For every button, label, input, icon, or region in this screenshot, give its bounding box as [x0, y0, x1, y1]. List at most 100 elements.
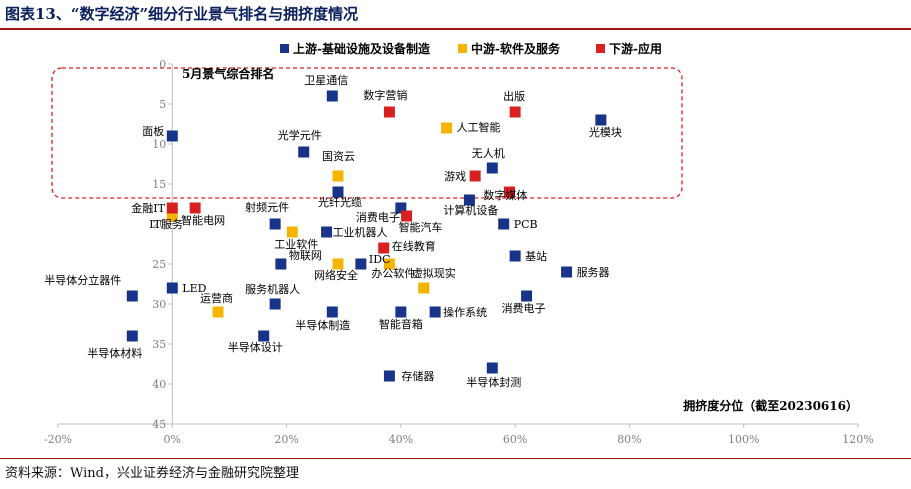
point-label: 智能音箱 [379, 317, 423, 331]
data-point [469, 170, 481, 182]
data-point [166, 130, 178, 142]
point-label: 基站 [525, 249, 547, 263]
data-point [189, 202, 201, 214]
point-label: 光纤光缆 [318, 195, 362, 209]
data-point [509, 106, 521, 118]
x-tick-label: 80% [617, 433, 641, 446]
data-point [332, 186, 344, 198]
data-point [355, 258, 367, 270]
legend-swatch [280, 44, 289, 53]
point-label: 出版 [503, 89, 525, 103]
x-axis-title: 拥挤度分位（截至20230616） [683, 398, 858, 413]
data-point [326, 90, 338, 102]
point-label: 网络安全 [314, 268, 358, 282]
point-label: 光学元件 [278, 128, 322, 142]
legend-swatch [596, 44, 605, 53]
point-label: 半导体制造 [295, 318, 350, 332]
point-label: 射频元件 [245, 200, 289, 214]
point-label: 工业软件 [274, 237, 318, 251]
y-tick-label: 40 [152, 378, 166, 391]
data-point [401, 210, 413, 222]
y-tick-label: 10 [152, 138, 166, 151]
point-label: 虚拟现实 [412, 266, 456, 280]
data-point [395, 202, 407, 214]
point-label: 光模块 [589, 125, 622, 139]
data-point [486, 162, 498, 174]
point-label: 运营商 [200, 291, 233, 305]
highlight-region-layer [51, 67, 683, 199]
data-point [212, 306, 224, 318]
point-label: 数字营销 [363, 88, 407, 102]
y-tick-label: 25 [152, 258, 166, 271]
data-point [418, 282, 430, 294]
x-tick-label: 40% [389, 433, 413, 446]
point-label: 金融IT [131, 201, 165, 215]
y-tick-label: 30 [152, 298, 166, 311]
figure-title: 图表13、“数字经济”细分行业景气排名与拥挤度情况 [5, 5, 359, 23]
data-point [166, 210, 178, 222]
point-label: 工业机器人 [333, 225, 388, 239]
point-label: 计算机设备 [443, 203, 498, 217]
data-point [463, 194, 475, 206]
data-point [521, 290, 533, 302]
data-point [498, 218, 510, 230]
data-point [441, 122, 453, 134]
figure-header: 图表13、“数字经济”细分行业景气排名与拥挤度情况 [0, 0, 911, 30]
point-label: 智能电网 [181, 213, 225, 227]
chart-legend: 上游-基础设施及设备制造 中游-软件及服务 下游-应用 [280, 41, 662, 56]
source-note: 资料来源：Wind，兴业证券经济与金融研究院整理 [5, 466, 299, 481]
point-label: 数字媒体 [483, 188, 527, 202]
legend-label: 上游-基础设施及设备制造 [293, 41, 431, 56]
point-label: 智能汽车 [399, 220, 443, 234]
point-label: 服务机器人 [245, 282, 300, 296]
legend-label: 中游-软件及服务 [471, 41, 561, 56]
legend-label: 下游-应用 [609, 41, 662, 56]
y-tick-label: 35 [152, 338, 166, 351]
data-point [429, 306, 441, 318]
point-label: 无人机 [472, 146, 505, 160]
data-point [383, 106, 395, 118]
data-point [269, 218, 281, 230]
point-label: IDC [369, 253, 391, 266]
header-divider [0, 28, 911, 30]
data-point [298, 146, 310, 158]
point-label: 消费电子 [356, 210, 400, 224]
highlight-region [51, 67, 683, 199]
data-point [126, 330, 138, 342]
data-point [326, 306, 338, 318]
point-label: 半导体分立器件 [44, 273, 121, 287]
point-label: 物联网 [289, 248, 322, 262]
y-tick-label: 5 [159, 98, 166, 111]
scatter-chart: 0 5 10 15 20 25 30 35 40 45 -20% 0% 20% 40% 60% 80% 100%… [44, 41, 874, 446]
data-point [395, 306, 407, 318]
point-label: 国资云 [322, 150, 355, 163]
axes-layer: 0 5 10 15 20 25 30 35 40 45 -20% 0% 20% 40% 60% 80% 100%… [44, 58, 874, 446]
y-tick-label: 20 [152, 218, 166, 231]
x-tick-label: 0% [164, 433, 181, 446]
data-point [166, 282, 178, 294]
point-label: 半导体设计 [228, 340, 283, 354]
data-point [595, 114, 607, 126]
x-tick-label: 20% [274, 433, 298, 446]
point-label: 游戏 [444, 170, 466, 183]
point-label: 服务器 [577, 266, 610, 279]
data-point [378, 242, 390, 254]
legend-swatch [458, 44, 467, 53]
point-label: 半导体材料 [87, 346, 142, 360]
y-tick-label: 45 [152, 418, 166, 431]
y-tick-label: 0 [159, 58, 166, 71]
data-point [503, 186, 515, 198]
x-tick-label: -20% [44, 433, 72, 446]
point-label: 卫星通信 [304, 74, 348, 87]
footer-divider [0, 458, 911, 459]
y-tick-label: 15 [152, 178, 166, 191]
data-point [486, 362, 498, 374]
data-point [332, 258, 344, 270]
point-label: 人工智能 [457, 120, 501, 134]
point-label: IT服务 [149, 218, 183, 231]
point-label: 面板 [142, 124, 164, 138]
data-point [166, 202, 178, 214]
data-point [286, 226, 298, 238]
x-tick-label: 120% [842, 433, 873, 446]
